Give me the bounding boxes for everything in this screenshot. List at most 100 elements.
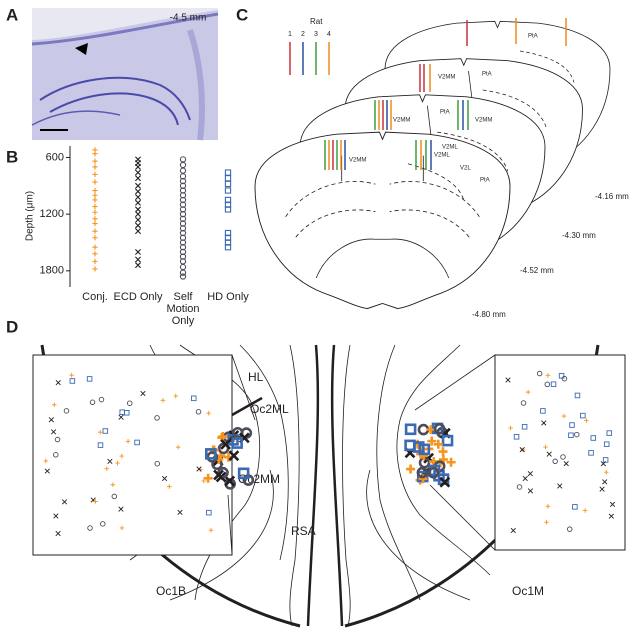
marker-square (606, 430, 613, 436)
marker-x (135, 256, 141, 263)
marker-x (55, 530, 61, 537)
marker-plus (92, 203, 98, 210)
level-label: -4.52 mm (520, 266, 554, 275)
marker-x (557, 483, 563, 489)
marker-x (135, 163, 141, 170)
marker-x (224, 475, 236, 487)
region-label: PtA (528, 34, 538, 40)
marker-square (412, 441, 425, 453)
marker-plus (545, 372, 551, 378)
marker-square (588, 450, 594, 456)
histology-image: -4.5 mm (31, 8, 219, 141)
marker-x (510, 527, 516, 534)
marker-square (205, 448, 217, 460)
marker-x (220, 438, 232, 450)
panel-label: C (236, 5, 248, 24)
marker-circle (53, 452, 59, 458)
marker-x (44, 468, 50, 474)
x-tick-label: Conj. (82, 291, 108, 303)
marker-x (135, 248, 141, 255)
marker-plus (543, 444, 548, 450)
marker-circle (520, 400, 527, 406)
marker-circle (179, 273, 187, 280)
region-label: V2L (460, 166, 471, 172)
marker-square (580, 412, 586, 419)
marker-x (107, 458, 113, 465)
legend: 1 2 3 4 (288, 31, 331, 75)
marker-x (140, 390, 146, 397)
region-label: V2ML (434, 153, 450, 159)
y-axis-label: Depth (μm) (25, 191, 36, 241)
marker-plus (544, 519, 549, 525)
marker-circle (574, 431, 580, 438)
region-label: PtA (440, 110, 450, 116)
marker-plus (173, 393, 179, 399)
marker-plus (104, 466, 110, 472)
marker-plus (92, 220, 98, 227)
x-tick-label: Self Motion Only (166, 291, 200, 327)
marker-plus (508, 425, 513, 431)
marker-circle (98, 396, 105, 403)
marker-plus (92, 171, 98, 178)
marker-square (224, 244, 232, 251)
marker-square (237, 467, 250, 480)
region-label: V2MM (393, 118, 410, 124)
marker-circle (111, 493, 118, 500)
marker-square (191, 395, 197, 402)
marker-plus (406, 464, 416, 474)
marker-square (224, 187, 232, 194)
region-label: PtA (482, 72, 492, 78)
marker-square (572, 504, 578, 510)
marker-x (439, 476, 451, 488)
marker-circle (89, 399, 96, 406)
marker-square (224, 169, 232, 176)
region-label: V2MM (438, 75, 455, 81)
marker-circle (566, 526, 573, 532)
marker-circle (100, 521, 106, 527)
marker-plus (92, 258, 98, 264)
marker-x (608, 513, 614, 519)
marker-plus (603, 469, 609, 475)
marker-plus (160, 397, 166, 403)
marker-square (540, 408, 546, 414)
y-tick-label: 600 (46, 151, 64, 163)
marker-circle (416, 466, 429, 479)
level-label: -4.80 mm (472, 310, 506, 319)
marker-circle (87, 525, 93, 531)
marker-plus (446, 457, 456, 467)
y-tick-label: 1200 (40, 208, 64, 220)
marker-square (224, 175, 232, 182)
region-label: V2MM (349, 158, 366, 164)
marker-circle (154, 460, 161, 467)
marker-square (404, 423, 417, 436)
marker-plus (427, 436, 437, 446)
marker-x (599, 486, 605, 492)
marker-plus (119, 453, 125, 459)
x-tick-label: HD Only (207, 291, 249, 303)
recording-sites (43, 370, 616, 537)
marker-square (550, 381, 557, 387)
marker-plus (561, 413, 567, 419)
marker-square (602, 457, 609, 463)
marker-plus (582, 508, 588, 513)
marker-circle (433, 423, 446, 435)
region-label: RSA (291, 524, 316, 538)
marker-plus (115, 460, 120, 466)
marker-circle (179, 161, 187, 169)
marker-plus (92, 164, 98, 170)
marker-x (135, 216, 141, 223)
marker-x (135, 211, 141, 218)
marker-x (61, 499, 68, 505)
marker-plus (119, 525, 125, 531)
marker-plus (52, 402, 57, 408)
marker-circle (536, 370, 543, 377)
marker-circle (179, 263, 187, 271)
legend-label: 2 (301, 31, 305, 38)
marker-x (546, 451, 552, 457)
marker-square (102, 428, 109, 434)
marker-circle (561, 375, 568, 382)
legend-label: 1 (288, 31, 292, 38)
marker-plus (92, 266, 98, 272)
marker-plus (545, 504, 551, 509)
marker-square (134, 439, 140, 446)
